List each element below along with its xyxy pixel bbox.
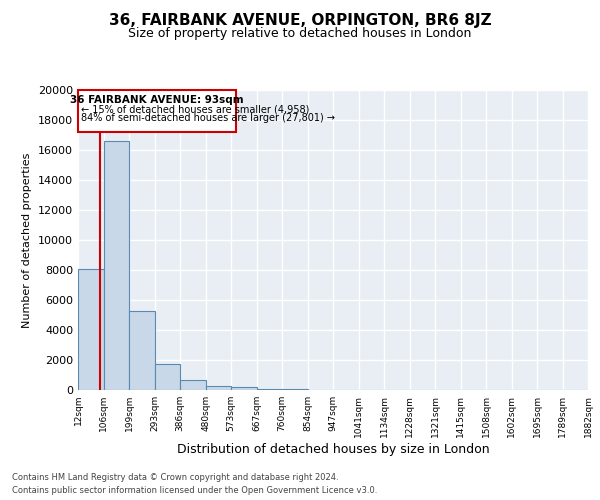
Bar [155, 364, 180, 390]
Text: Size of property relative to detached houses in London: Size of property relative to detached ho… [128, 28, 472, 40]
X-axis label: Distribution of detached houses by size in London: Distribution of detached houses by size … [176, 442, 490, 456]
Text: Contains HM Land Registry data © Crown copyright and database right 2024.: Contains HM Land Registry data © Crown c… [12, 474, 338, 482]
Text: 36, FAIRBANK AVENUE, ORPINGTON, BR6 8JZ: 36, FAIRBANK AVENUE, ORPINGTON, BR6 8JZ [109, 12, 491, 28]
Text: ← 15% of detached houses are smaller (4,958): ← 15% of detached houses are smaller (4,… [81, 104, 309, 115]
Bar [282, 389, 308, 390]
Bar [231, 387, 257, 390]
Bar [78, 268, 104, 390]
Bar [104, 141, 129, 390]
Bar [206, 386, 231, 390]
Bar [257, 388, 282, 390]
FancyBboxPatch shape [78, 90, 236, 132]
Text: 84% of semi-detached houses are larger (27,801) →: 84% of semi-detached houses are larger (… [81, 114, 335, 123]
Bar [180, 380, 206, 390]
Text: Contains public sector information licensed under the Open Government Licence v3: Contains public sector information licen… [12, 486, 377, 495]
Y-axis label: Number of detached properties: Number of detached properties [22, 152, 32, 328]
Text: 36 FAIRBANK AVENUE: 93sqm: 36 FAIRBANK AVENUE: 93sqm [70, 95, 244, 106]
Bar [129, 310, 155, 390]
